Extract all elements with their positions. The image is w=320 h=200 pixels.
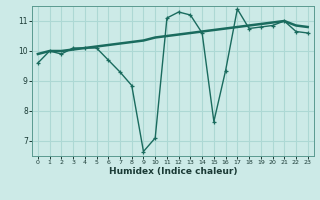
- X-axis label: Humidex (Indice chaleur): Humidex (Indice chaleur): [108, 167, 237, 176]
